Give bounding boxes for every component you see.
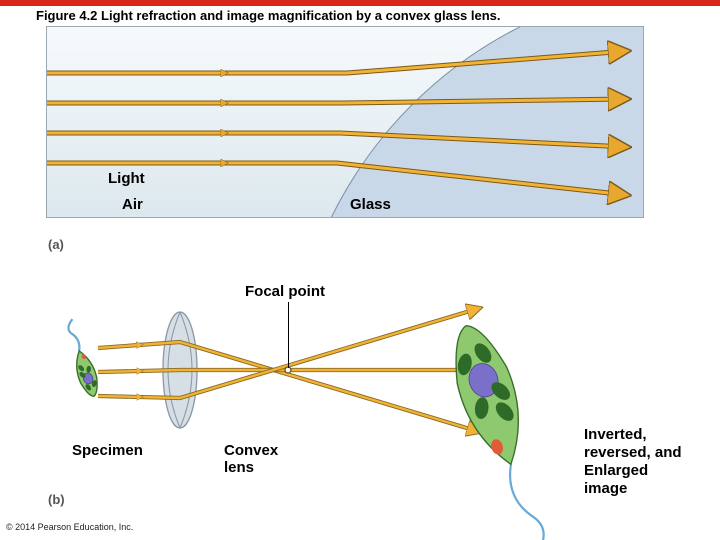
convex-l1: Convex [224,442,278,459]
panel-marker-b: (b) [48,492,65,507]
label-convex-lens: Convex lens [224,442,278,476]
label-image: Inverted, reversed, and Enlarged image [584,426,682,498]
copyright: © 2014 Pearson Education, Inc. [6,522,133,532]
image-l4: image [584,480,627,497]
convex-l2: lens [224,459,254,476]
label-focal-point: Focal point [245,283,325,300]
label-specimen: Specimen [72,442,143,459]
image-l3: Enlarged [584,462,648,479]
image-l2: reversed, and [584,444,682,461]
image-l1: Inverted, [584,426,647,443]
focal-point-line [288,302,289,368]
